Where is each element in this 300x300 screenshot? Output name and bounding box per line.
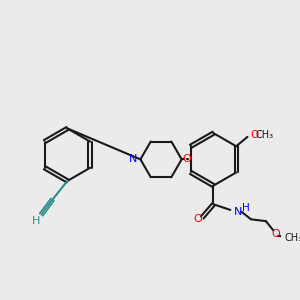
Text: H: H [32, 216, 41, 226]
Text: O: O [193, 214, 202, 224]
Text: CH₃: CH₃ [285, 233, 300, 243]
Text: N: N [234, 207, 242, 217]
Text: CH₃: CH₃ [255, 130, 273, 140]
Text: N: N [129, 154, 138, 164]
Text: O: O [182, 154, 191, 164]
Text: H: H [242, 203, 250, 213]
Text: O: O [251, 130, 259, 140]
Text: O: O [271, 229, 280, 239]
